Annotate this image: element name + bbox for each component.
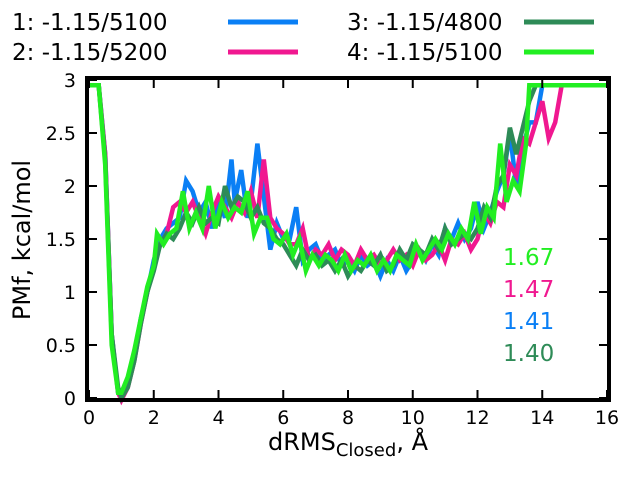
annotation-value-3: 1.41 (503, 309, 554, 335)
series-layer (89, 83, 607, 406)
x-axis-label: dRMSClosed, Å (268, 427, 429, 461)
annotations: 1.67 1.47 1.41 1.40 (503, 245, 554, 367)
y-tick-label: 0 (64, 388, 76, 410)
x-tick-label: 10 (401, 407, 425, 429)
annotation-value-2: 1.47 (503, 277, 554, 303)
legend: 1: -1.15/5100 2: -1.15/5200 3: -1.15/480… (12, 10, 594, 66)
legend-label-2: 2: -1.15/5200 (12, 40, 168, 66)
tick-layer: 0 2 4 6 8 10 12 14 16 0 0.5 1 1.5 2 2.5 3 (46, 70, 619, 429)
annotation-value-4: 1.40 (503, 341, 554, 367)
x-tick-label: 12 (465, 407, 489, 429)
y-tick-label: 1.5 (46, 229, 76, 251)
legend-label-1: 1: -1.15/5100 (12, 10, 168, 36)
y-axis-label: PMf, kcal/mol (8, 160, 36, 320)
plot-frame (85, 76, 611, 402)
annotation-value-1: 1.67 (503, 245, 554, 271)
x-tick-label: 14 (530, 407, 554, 429)
x-tick-label: 4 (212, 407, 224, 429)
x-tick-label: 8 (342, 407, 354, 429)
legend-label-3: 3: -1.15/4800 (347, 10, 503, 36)
y-tick-label: 3 (64, 70, 76, 92)
y-tick-label: 0.5 (46, 335, 76, 357)
series-line-4 (89, 83, 607, 395)
y-tick-label: 1 (64, 282, 76, 304)
series-line-2 (89, 83, 607, 406)
y-tick-label: 2.5 (46, 123, 76, 145)
x-tick-label: 16 (595, 407, 619, 429)
x-tick-label: 0 (83, 407, 95, 429)
y-tick-label: 2 (64, 176, 76, 198)
x-tick-label: 2 (148, 407, 160, 429)
x-tick-label: 6 (277, 407, 289, 429)
legend-label-4: 4: -1.15/5100 (347, 40, 503, 66)
